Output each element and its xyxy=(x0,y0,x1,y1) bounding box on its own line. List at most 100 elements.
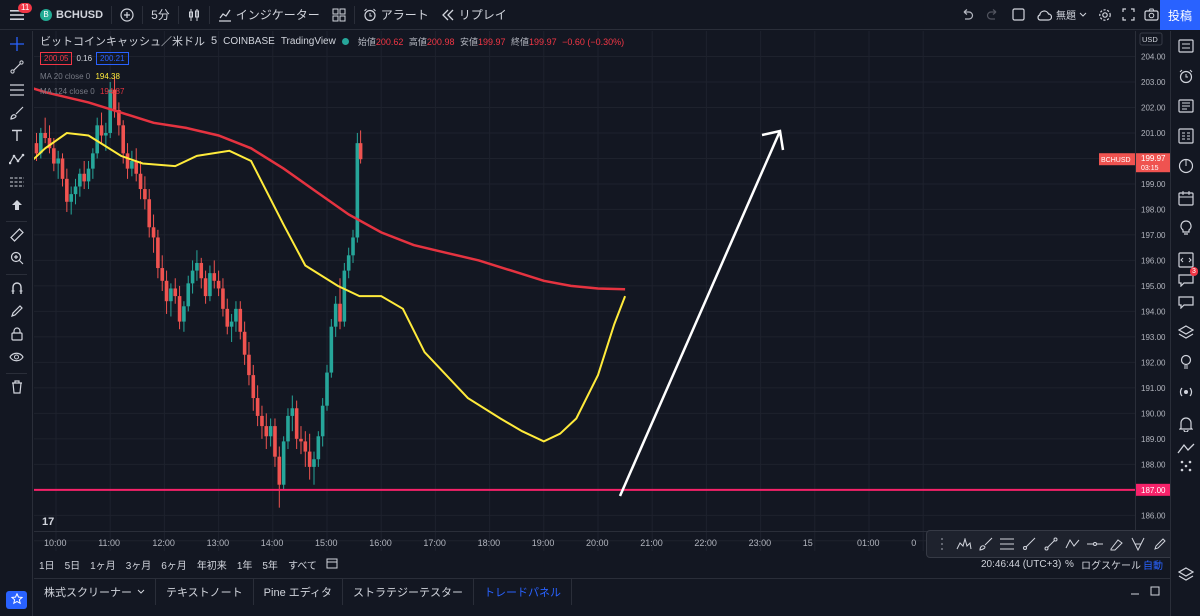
hotlists-button[interactable] xyxy=(1176,157,1196,177)
symbol-search[interactable]: B BCHUSD xyxy=(34,0,109,30)
calendar-button[interactable] xyxy=(1176,189,1196,209)
text-tool[interactable] xyxy=(6,128,27,146)
chart-pane[interactable]: 17 BCHUSD xyxy=(34,31,1135,551)
range-1m[interactable]: 1ヶ月 xyxy=(90,560,116,572)
notifications-button[interactable] xyxy=(1176,415,1196,435)
range-3m[interactable]: 3ヶ月 xyxy=(125,560,152,572)
buy-button[interactable]: 200.21 xyxy=(96,52,129,65)
tab-stock-screener[interactable]: 株式スクリーナー xyxy=(34,578,156,605)
favorites-tool[interactable] xyxy=(6,591,27,609)
undo-button[interactable] xyxy=(954,0,980,30)
range-5y[interactable]: 5年 xyxy=(262,560,278,572)
forecast-tool[interactable] xyxy=(6,174,27,192)
trend-line-icon[interactable] xyxy=(1042,535,1060,553)
pen-icon[interactable] xyxy=(1151,535,1169,553)
save-layout-button[interactable]: 無題 xyxy=(1030,0,1093,30)
candle-body xyxy=(52,148,56,164)
remove-drawings-tool[interactable] xyxy=(6,379,27,397)
templates-button[interactable] xyxy=(326,0,352,30)
price-scale[interactable]: 204.00203.00202.00201.00200.00199.00198.… xyxy=(1135,31,1171,551)
fib-retracement-icon[interactable] xyxy=(998,535,1016,553)
candle-body xyxy=(156,237,160,269)
tab-trading-panel[interactable]: トレードパネル xyxy=(474,578,572,605)
pattern-icon xyxy=(8,153,25,168)
streams-button[interactable] xyxy=(1176,383,1196,403)
ma20-legend[interactable]: MA 20 close 0 194.38 xyxy=(40,72,120,81)
ray-icon[interactable] xyxy=(1020,535,1038,553)
bitcoin-cash-icon: B xyxy=(40,8,52,21)
publish-button[interactable]: 投稿 xyxy=(1160,0,1200,30)
chart-type-button[interactable] xyxy=(181,0,207,30)
trading-button[interactable] xyxy=(1176,429,1196,453)
alert-button[interactable]: アラート xyxy=(357,0,435,30)
stay-drawing-tool[interactable] xyxy=(6,303,27,321)
price-tick-label: 195.00 xyxy=(1141,282,1166,291)
fib-tool[interactable] xyxy=(6,82,27,100)
crosshair-tool[interactable] xyxy=(6,36,27,54)
data-window-button[interactable] xyxy=(1176,127,1196,147)
settings-button[interactable] xyxy=(1092,0,1118,30)
interval-button[interactable]: 5分 xyxy=(151,8,170,22)
minimize-panel-button[interactable] xyxy=(1130,585,1140,599)
ma124-legend[interactable]: MA 124 close 0 194.87 xyxy=(40,87,124,96)
maximize-panel-button[interactable] xyxy=(1150,585,1160,599)
high-value: 200.98 xyxy=(426,36,455,47)
scripts-button[interactable] xyxy=(1176,251,1196,271)
alarm-clock-icon xyxy=(363,8,377,22)
drag-handle[interactable] xyxy=(933,535,951,553)
replay-button[interactable]: リプレイ xyxy=(435,0,513,30)
tab-strategy-tester[interactable]: ストラテジーテスター xyxy=(343,578,474,605)
tips-button[interactable] xyxy=(1176,353,1196,373)
candle-body xyxy=(164,280,169,302)
layers-button[interactable] xyxy=(1176,323,1196,343)
collapse-sidebar-button[interactable] xyxy=(1176,565,1196,585)
range-5d[interactable]: 5日 xyxy=(64,560,81,572)
redo-button[interactable] xyxy=(980,0,1006,30)
range-1d[interactable]: 1日 xyxy=(39,560,55,572)
brush-tool[interactable] xyxy=(6,105,27,123)
hide-tool[interactable] xyxy=(6,349,27,367)
fullscreen-button[interactable] xyxy=(1116,0,1141,30)
range-all[interactable]: すべて xyxy=(287,560,317,572)
range-6m[interactable]: 6ヶ月 xyxy=(161,560,187,572)
indicators-button[interactable]: インジケーター xyxy=(212,0,326,30)
auto-scale-toggle[interactable]: 自動 xyxy=(1143,560,1163,572)
arrow-tool[interactable] xyxy=(6,197,27,215)
menu-button[interactable]: 11 xyxy=(0,0,34,30)
brush-icon[interactable] xyxy=(977,535,995,553)
price-chart[interactable]: 17 BCHUSD xyxy=(34,31,1135,551)
clock-display[interactable]: 20:46:44 (UTC+3) xyxy=(981,558,1062,570)
chats-button[interactable]: 3 xyxy=(1176,261,1198,287)
percent-toggle[interactable]: % xyxy=(1065,558,1074,570)
xabcd-pattern-icon[interactable] xyxy=(1064,535,1082,553)
sell-button[interactable]: 200.05 xyxy=(40,52,73,65)
zoom-tool[interactable] xyxy=(6,250,27,268)
pattern-tool[interactable] xyxy=(6,151,27,169)
candle-body xyxy=(104,132,108,136)
time-axis[interactable]: 10:00 11:00 12:00 13:00 14:00 15:00 16:00 17:00… xyxy=(34,531,1135,551)
messages-button[interactable] xyxy=(1176,293,1196,313)
ruler-tool[interactable] xyxy=(6,227,27,245)
range-ytd[interactable]: 年初来 xyxy=(196,560,227,572)
tab-pine-editor[interactable]: Pine エディタ xyxy=(254,578,343,605)
ideas-button[interactable] xyxy=(1176,219,1196,239)
compare-button[interactable] xyxy=(114,0,140,30)
calendar-icon[interactable] xyxy=(326,557,338,572)
layout-select-button[interactable] xyxy=(1006,0,1031,30)
eraser-icon[interactable] xyxy=(1107,535,1125,553)
alerts-button[interactable] xyxy=(1176,67,1196,87)
head-shoulders-icon[interactable] xyxy=(955,535,973,553)
watchlist-button[interactable] xyxy=(1176,37,1196,57)
magnet-tool[interactable] xyxy=(6,280,27,298)
tab-text-notes[interactable]: テキストノート xyxy=(156,578,254,605)
news-button[interactable] xyxy=(1176,97,1196,117)
candle-body xyxy=(203,278,208,297)
dots-grid-button[interactable] xyxy=(1176,457,1196,477)
range-1y[interactable]: 1年 xyxy=(236,560,253,572)
pitchfork-icon[interactable] xyxy=(1129,535,1147,553)
screenshot-button[interactable] xyxy=(1138,0,1165,30)
log-scale-toggle[interactable]: ログスケール xyxy=(1081,560,1141,572)
horizontal-line-icon[interactable] xyxy=(1086,535,1104,553)
trend-line-tool[interactable] xyxy=(6,59,27,77)
lock-tool[interactable] xyxy=(6,326,27,344)
